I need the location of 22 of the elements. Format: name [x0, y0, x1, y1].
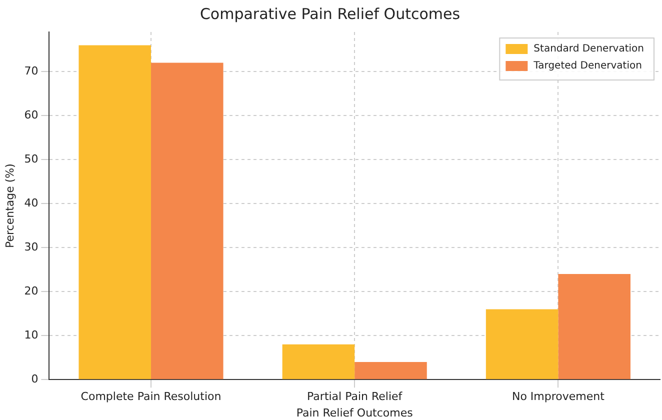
y-tick-label: 10	[24, 328, 38, 342]
y-tick-label: 60	[24, 108, 38, 122]
bar	[354, 362, 427, 380]
bar	[558, 274, 630, 380]
bar	[282, 344, 355, 380]
bar	[151, 62, 224, 380]
x-tick-label: No Improvement	[512, 390, 606, 404]
legend-label: Targeted Denervation	[532, 60, 642, 72]
y-axis-title: Percentage (%)	[3, 164, 16, 248]
y-tick-label: 70	[24, 64, 38, 78]
legend-label: Standard Denervation	[534, 44, 644, 55]
bar	[78, 45, 151, 380]
x-tick-label: Complete Pain Resolution	[80, 390, 222, 404]
x-axis-title: Pain Relief Outcomes	[296, 406, 414, 420]
x-tick-label: Partial Pain Relief	[307, 390, 404, 404]
y-tick-label: 30	[24, 240, 38, 254]
y-tick-label: 0	[31, 372, 38, 386]
bar	[486, 309, 558, 380]
chart-title: Comparative Pain Relief Outcomes	[200, 4, 460, 23]
y-tick-label: 20	[24, 284, 38, 298]
y-tick-label: 50	[24, 152, 38, 166]
y-tick-label: 40	[24, 196, 38, 210]
